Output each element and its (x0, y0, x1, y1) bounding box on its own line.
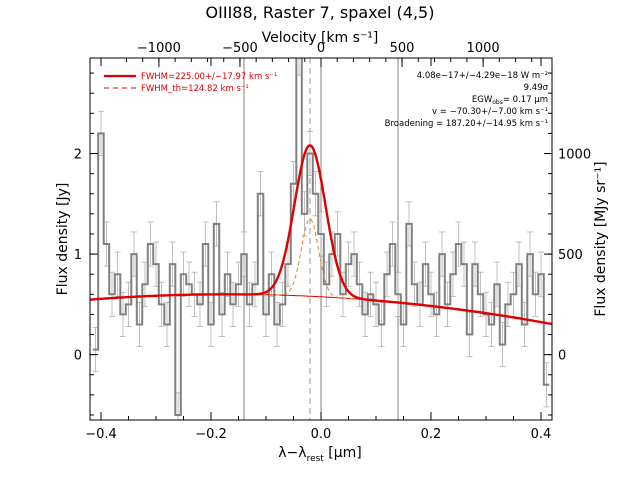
x-tick-label: −0.4 (85, 427, 117, 442)
right-tick-label: 0 (558, 349, 566, 364)
axes: −0.4 −0.2 0.0 0.2 0.4 −1000 −500 0 500 1000 0 1 2 0 50… (74, 41, 591, 442)
y-tick-label: 1 (74, 248, 82, 263)
plot-area (90, 58, 552, 420)
velocity-tick-label: 500 (390, 41, 415, 56)
x-axis-label-main: λ−λ (278, 445, 306, 461)
chart-title: OIII88, Raster 7, spaxel (4,5) (206, 3, 435, 22)
right-tick-label: 500 (558, 248, 583, 263)
annotation-egw-value: = 0.17 μm (503, 95, 548, 105)
fit-annotations: 4.08e−17+/−4.29e−18 W m⁻² 9.49σ EGWobs= … (385, 71, 549, 129)
x-axis-label-unit: [μm] (324, 445, 362, 461)
gaussian-fit (90, 144, 552, 326)
x-tick-label: −0.2 (195, 427, 227, 442)
velocity-tick-label: −500 (222, 41, 258, 56)
annotation-broadening: Broadening = 187.20+/−14.95 km s⁻¹ (385, 119, 548, 129)
top-axis-label: Velocity [km s⁻¹] (262, 30, 379, 46)
x-axis-label: λ−λrest [μm] (278, 445, 362, 464)
x-tick-label: 0.0 (311, 427, 332, 442)
y-tick-label: 0 (74, 349, 82, 364)
legend: FWHM=225.00+/−17.97 km s⁻¹ FWHM_th=124.8… (104, 72, 277, 94)
y-axis-label: Flux density [Jy] (55, 183, 71, 296)
annotation-velocity: v = −70.30+/−7.00 km s⁻¹ (432, 107, 548, 117)
x-axis-label-sub: rest (307, 454, 325, 464)
annotation-egw-sub: obs (492, 99, 503, 106)
svg-text:λ−λrest [μm]: λ−λrest [μm] (278, 445, 362, 464)
legend-label-fwhm-th: FWHM_th=124.82 km s⁻¹ (141, 84, 249, 94)
velocity-tick-label: 0 (317, 41, 325, 56)
annotation-egw: EGWobs= 0.17 μm (472, 95, 548, 106)
annotation-significance: 9.49σ (524, 83, 549, 93)
velocity-tick-label: −1000 (137, 41, 181, 56)
annotation-line-flux: 4.08e−17+/−4.29e−18 W m⁻² (417, 71, 548, 81)
right-axis-label: Flux density [MJy sr⁻¹] (593, 161, 609, 316)
velocity-tick-label: 1000 (467, 41, 500, 56)
x-tick-label: 0.2 (421, 427, 442, 442)
fit-models (90, 144, 552, 326)
annotation-egw-label: EGW (472, 95, 493, 105)
right-tick-label: 1000 (558, 148, 591, 163)
x-tick-label: 0.4 (531, 427, 552, 442)
thermal-profile (255, 218, 365, 301)
legend-label-fwhm: FWHM=225.00+/−17.97 km s⁻¹ (141, 72, 277, 82)
y-tick-label: 2 (74, 148, 82, 163)
